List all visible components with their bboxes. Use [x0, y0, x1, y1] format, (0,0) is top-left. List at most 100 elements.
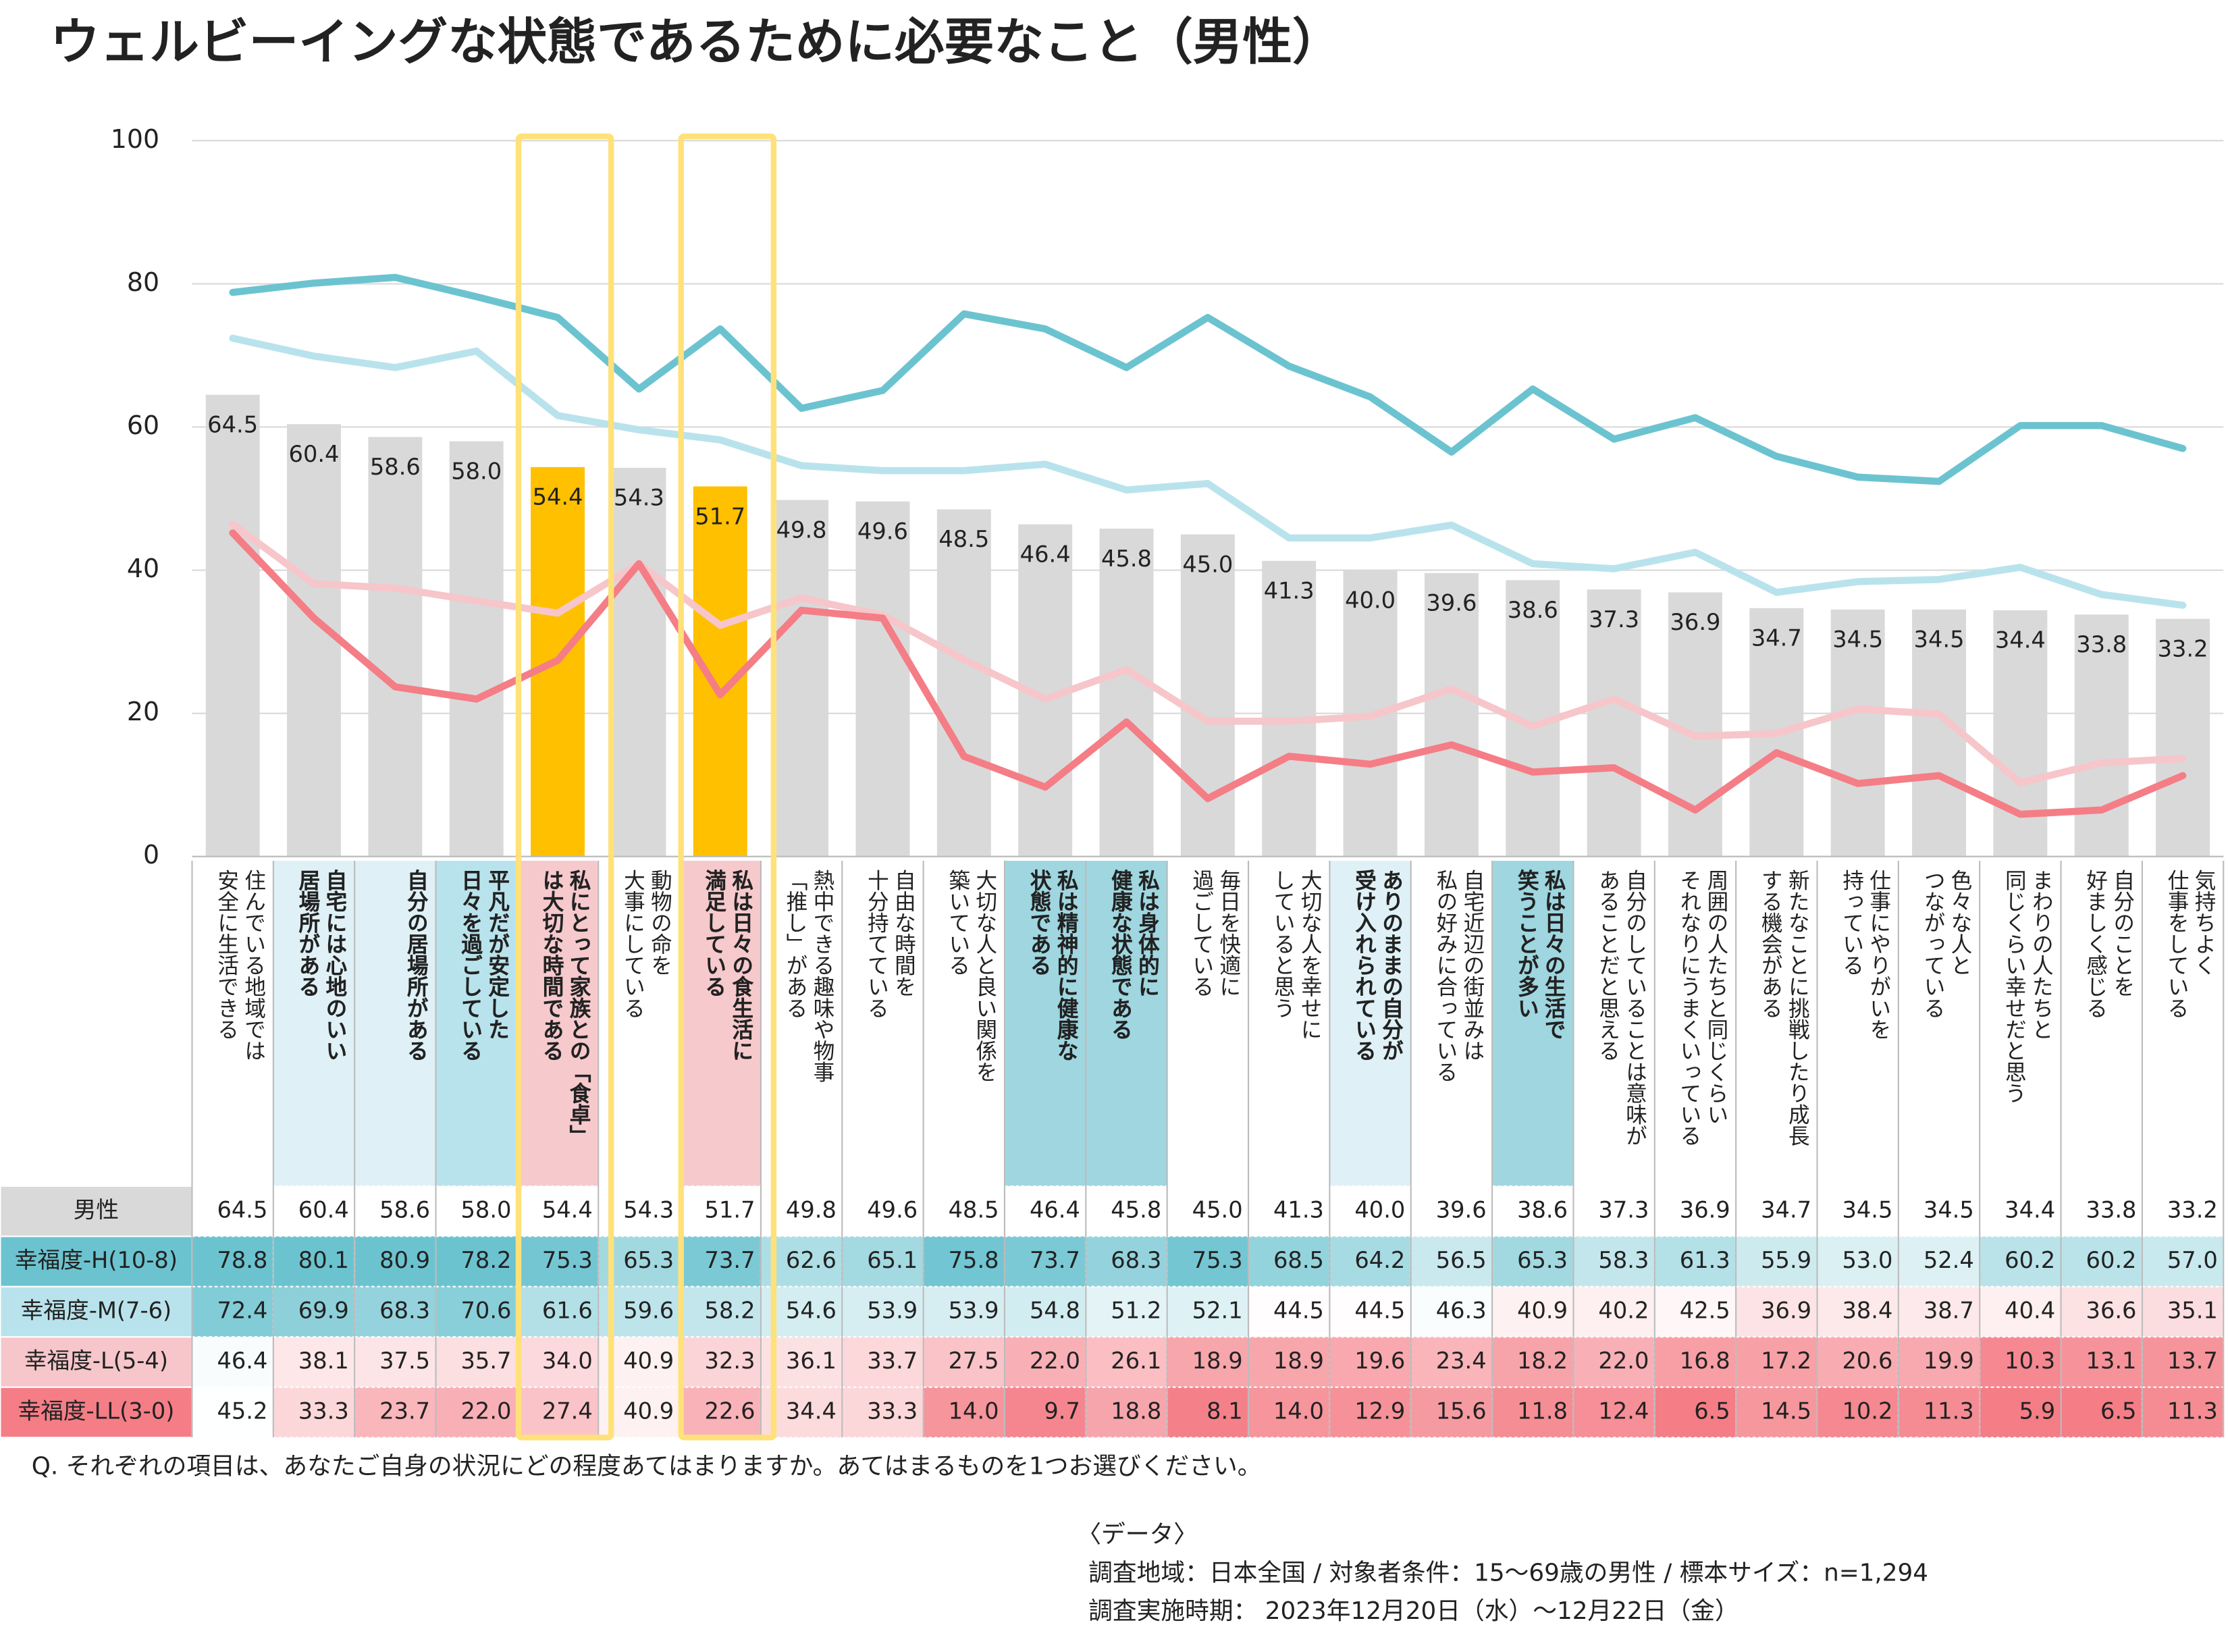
table-value: 33.3	[298, 1398, 349, 1424]
x-tick-label: 毎日を快適に 過ごしている	[1190, 869, 1243, 998]
table-value: 23.4	[1436, 1348, 1487, 1374]
category-label-box: 住んでいる地域では 安全に生活できる	[215, 870, 267, 1061]
category-highlight	[273, 861, 355, 1186]
category-highlight	[1492, 861, 1574, 1186]
line	[229, 273, 2187, 485]
table-value: 18.9	[1273, 1348, 1324, 1374]
table-cell	[1247, 1386, 1331, 1439]
table-value: 40.9	[623, 1348, 674, 1374]
x-tick-label: 色々な人と つながっている	[1921, 869, 1974, 1019]
bar	[1262, 560, 1317, 857]
bar	[449, 441, 504, 857]
row-header-label: 幸福度-L(5-4)	[24, 1348, 168, 1374]
table-value: 40.9	[623, 1398, 674, 1424]
data-note: 調査実施時期： 2023年12月20日（水）～12月22日（金）	[1088, 1597, 1739, 1625]
table-cell	[2141, 1386, 2225, 1439]
table-value: 37.5	[379, 1348, 430, 1374]
table-cell	[1329, 1235, 1412, 1287]
table-value: 16.8	[1680, 1348, 1730, 1374]
x-tick-label: 周囲の人たちと同じくらい それなりにうまくいっている	[1677, 869, 1730, 1146]
table-value: 38.6	[1517, 1197, 1568, 1223]
category-label-box: まわりの人たちと 同じくらい幸せだと思う	[2002, 870, 2055, 1104]
table-cell	[516, 1235, 600, 1287]
x-tick-label: 新たなことに挑戦したり成長 する機会がある	[1758, 869, 1811, 1146]
table-cell	[922, 1185, 1006, 1237]
table-cell	[1491, 1235, 1574, 1287]
bar	[2156, 618, 2210, 857]
table-value: 65.3	[1517, 1247, 1568, 1273]
table-value: 68.5	[1273, 1247, 1324, 1273]
category-label-box: 色々な人と つながっている	[1921, 869, 1974, 1019]
table-value: 62.6	[786, 1247, 837, 1273]
category-label-box: 周囲の人たちと同じくらい それなりにうまくいっている	[1677, 869, 1730, 1146]
data-label: 64.5	[207, 412, 258, 438]
table-value: 59.6	[623, 1298, 674, 1324]
table-value: 60.2	[2086, 1247, 2137, 1273]
table-value: 75.8	[949, 1247, 999, 1273]
category-label-box: 熱中できる趣味や物事 「推し」がある	[784, 870, 837, 1083]
table-cell	[1572, 1285, 1655, 1338]
table-value: 22.0	[461, 1398, 512, 1424]
x-tick-label: 大切な人を幸せに していると思う	[1271, 869, 1324, 1040]
table-value: 44.5	[1273, 1298, 1324, 1324]
table-value: 35.7	[461, 1348, 512, 1374]
table-cell	[191, 1386, 274, 1439]
table-cell	[2060, 1285, 2143, 1338]
table-cell	[1166, 1336, 1250, 1388]
table-cell	[1735, 1386, 1818, 1439]
table-value: 61.6	[542, 1298, 593, 1324]
data-label: 33.2	[2158, 635, 2208, 662]
bar	[774, 500, 829, 857]
data-label: 49.6	[857, 518, 908, 545]
bar	[855, 501, 910, 857]
table-cell	[679, 1235, 762, 1287]
table-value: 6.5	[1694, 1398, 1730, 1424]
table-value: 54.3	[623, 1197, 674, 1223]
table-value: 36.9	[1761, 1298, 1811, 1324]
table-cell	[1897, 1185, 1981, 1237]
table-cell	[1085, 1386, 1168, 1439]
table-value: 37.3	[1598, 1197, 1649, 1223]
table-value: 34.0	[542, 1348, 593, 1374]
category-label-box: 自宅近辺の街並みは 私の好みに合っている	[1433, 870, 1486, 1083]
category-highlight	[435, 861, 517, 1186]
table-value: 12.9	[1354, 1398, 1405, 1424]
table-value: 55.9	[1761, 1247, 1811, 1273]
table-cell	[1247, 1235, 1331, 1287]
bar	[1180, 534, 1235, 857]
table-cell	[191, 1336, 274, 1388]
y-tick-label: 100	[111, 124, 159, 154]
table-cell	[272, 1386, 356, 1439]
data-label: 46.4	[1020, 541, 1071, 567]
table-cell	[354, 1285, 437, 1338]
table-value: 34.4	[2005, 1197, 2055, 1223]
table-value: 44.5	[1354, 1298, 1405, 1324]
table-value: 80.1	[298, 1247, 349, 1273]
table-cell	[1166, 1235, 1250, 1287]
category-label-box: 大切な人を幸せに していると思う	[1271, 869, 1324, 1040]
category-label-box: 私は精神的に健康な 状態である	[1028, 870, 1080, 1061]
table-value: 14.5	[1761, 1398, 1811, 1424]
chart-title: ウェルビーイングな状態であるために必要なこと（男性）	[50, 14, 1342, 71]
table-value: 54.4	[542, 1197, 593, 1223]
y-tick-label: 80	[127, 267, 159, 297]
table-value: 73.7	[705, 1247, 755, 1273]
table-value: 41.3	[1273, 1197, 1324, 1223]
table-value: 10.2	[1842, 1398, 1892, 1424]
table-value: 60.2	[2005, 1247, 2055, 1273]
x-tick-label: 大切な人と良い関係を 築いている	[946, 869, 999, 1083]
data-label: 49.8	[776, 516, 827, 543]
category-label-box: 私は日々の生活で 笑うことが多い	[1515, 870, 1568, 1040]
table-value: 38.1	[298, 1348, 349, 1374]
table-cell	[354, 1185, 437, 1237]
table-cell	[1491, 1285, 1574, 1338]
table-value: 11.3	[2167, 1398, 2218, 1424]
data-label: 60.4	[289, 441, 340, 467]
table-cell	[841, 1386, 924, 1439]
table-value: 75.3	[1192, 1247, 1243, 1273]
table-cell	[1247, 1185, 1331, 1237]
table-value: 40.4	[2005, 1298, 2055, 1324]
table-value: 34.4	[786, 1398, 837, 1424]
table-cell	[272, 1285, 356, 1338]
category-label-box: 自分のしていることは意味が あることだと思える	[1596, 870, 1649, 1146]
